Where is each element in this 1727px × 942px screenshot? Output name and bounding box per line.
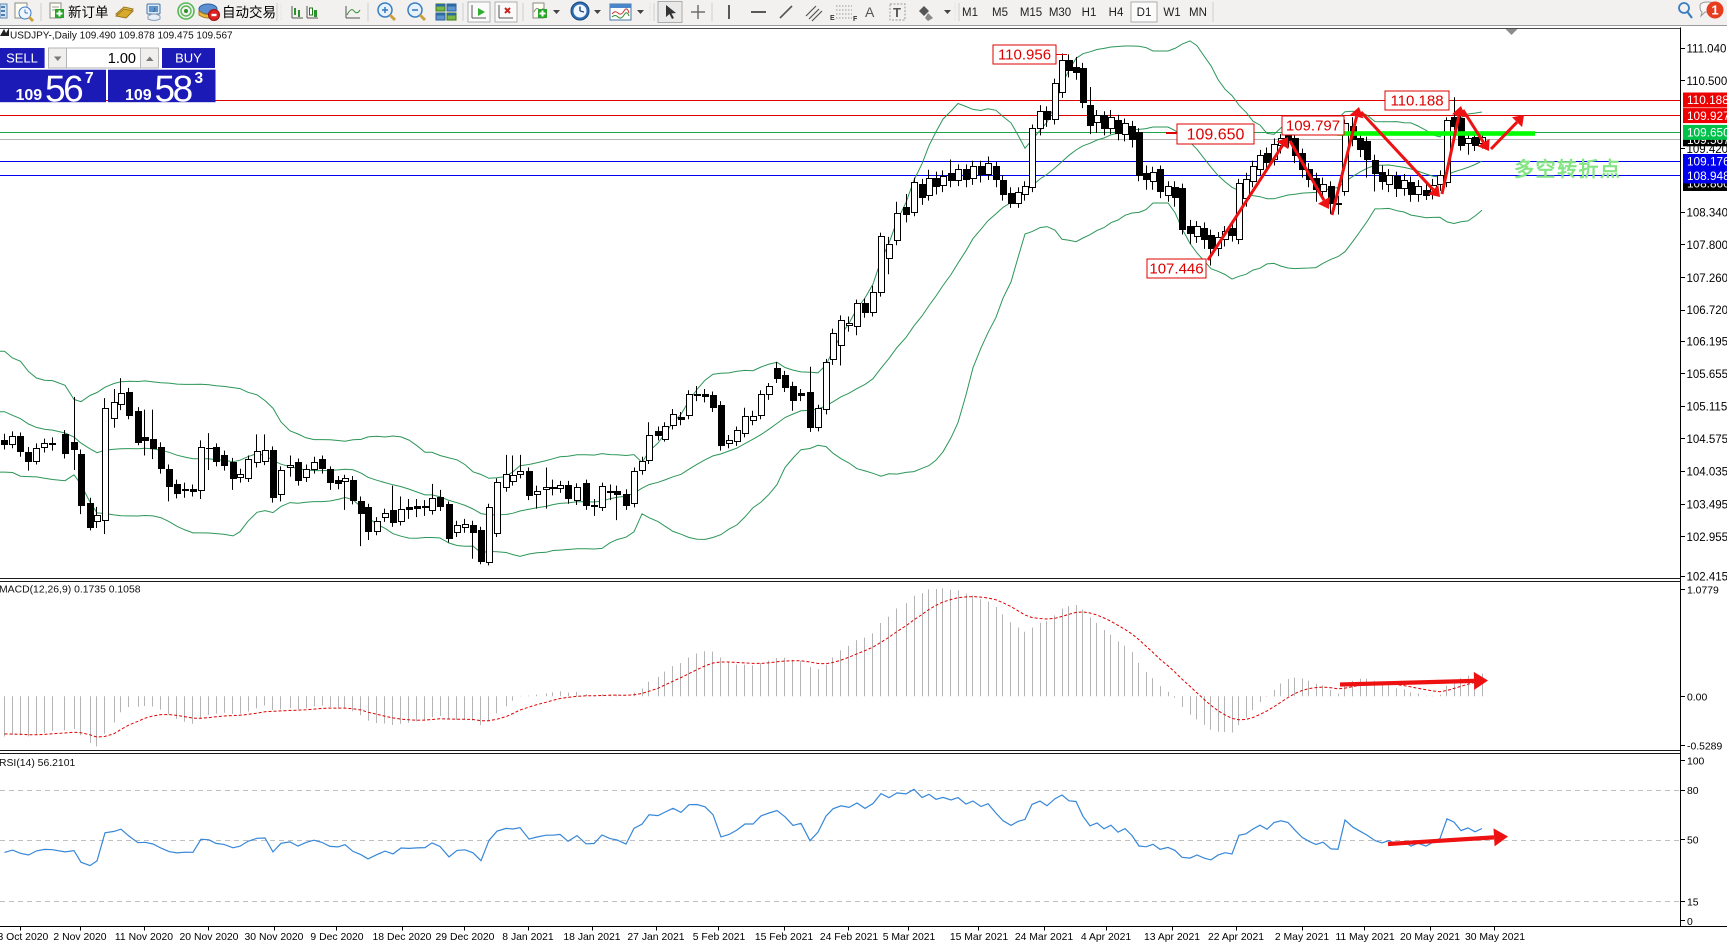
svg-text:13 Apr 2021: 13 Apr 2021 — [1144, 932, 1200, 942]
svg-text:23 Oct 2020: 23 Oct 2020 — [0, 932, 49, 942]
svg-text:0: 0 — [1687, 917, 1693, 928]
svg-text:110.956: 110.956 — [998, 47, 1051, 64]
svg-text:15: 15 — [1687, 898, 1699, 909]
svg-text:H4: H4 — [1109, 7, 1124, 19]
svg-text:SELL: SELL — [6, 51, 38, 66]
svg-text:BUY: BUY — [175, 51, 202, 66]
svg-text:29 Dec 2020: 29 Dec 2020 — [436, 932, 495, 942]
svg-text:100: 100 — [1687, 756, 1705, 767]
svg-text:MN: MN — [1189, 7, 1207, 19]
svg-text:1: 1 — [1711, 3, 1718, 18]
svg-text:1.0779: 1.0779 — [1687, 586, 1719, 597]
svg-text:107.260: 107.260 — [1687, 273, 1727, 285]
svg-text:102.415: 102.415 — [1687, 572, 1727, 584]
svg-text:106.195: 106.195 — [1687, 336, 1727, 348]
svg-text:15 Feb 2021: 15 Feb 2021 — [755, 932, 814, 942]
svg-text:107.446: 107.446 — [1149, 261, 1203, 278]
svg-text:5 Mar 2021: 5 Mar 2021 — [883, 932, 936, 942]
svg-text:30 May 2021: 30 May 2021 — [1465, 932, 1525, 942]
svg-text:USDJPY-,Daily 109.490 109.878: USDJPY-,Daily 109.490 109.878 109.475 10… — [10, 31, 233, 42]
svg-text:20 May 2021: 20 May 2021 — [1400, 932, 1460, 942]
svg-text:MACD(12,26,9) 0.1735 0.1058: MACD(12,26,9) 0.1735 0.1058 — [0, 585, 141, 596]
svg-text:4 Apr 2021: 4 Apr 2021 — [1081, 932, 1131, 942]
svg-text:T: T — [893, 5, 901, 20]
svg-text:♪: ♪ — [152, 5, 156, 14]
svg-text:18 Jan 2021: 18 Jan 2021 — [563, 932, 620, 942]
svg-text:103.495: 103.495 — [1687, 499, 1727, 511]
svg-text:109.420: 109.420 — [1687, 144, 1727, 156]
svg-text:109.797: 109.797 — [1286, 118, 1340, 135]
svg-text:110.188: 110.188 — [1687, 93, 1727, 107]
svg-text:11 May 2021: 11 May 2021 — [1335, 932, 1395, 942]
svg-text:80: 80 — [1687, 786, 1699, 797]
svg-text:109.650: 109.650 — [1687, 126, 1727, 140]
svg-text:24 Feb 2021: 24 Feb 2021 — [820, 932, 879, 942]
svg-text:自动交易: 自动交易 — [222, 4, 276, 20]
svg-text:1.00: 1.00 — [108, 51, 136, 67]
svg-text:107.800: 107.800 — [1687, 240, 1727, 252]
svg-text:H1: H1 — [1082, 7, 1097, 19]
svg-text:104.035: 104.035 — [1687, 467, 1727, 479]
svg-text:111.040: 111.040 — [1687, 44, 1727, 56]
svg-text:A: A — [865, 4, 875, 20]
svg-text:110.188: 110.188 — [1390, 93, 1443, 110]
svg-text:W1: W1 — [1163, 7, 1180, 19]
svg-text:7: 7 — [85, 70, 94, 87]
svg-text:30 Nov 2020: 30 Nov 2020 — [245, 932, 304, 942]
svg-text:102.955: 102.955 — [1687, 532, 1727, 544]
svg-text:2 Nov 2020: 2 Nov 2020 — [53, 932, 106, 942]
svg-text:104.575: 104.575 — [1687, 434, 1727, 446]
svg-text:22 Apr 2021: 22 Apr 2021 — [1208, 932, 1264, 942]
svg-text:109: 109 — [16, 87, 43, 104]
svg-text:15 Mar 2021: 15 Mar 2021 — [950, 932, 1009, 942]
svg-text:0.00: 0.00 — [1687, 692, 1707, 703]
svg-text:5 Feb 2021: 5 Feb 2021 — [693, 932, 746, 942]
svg-text:E: E — [830, 15, 835, 22]
svg-text:2 May 2021: 2 May 2021 — [1275, 932, 1330, 942]
svg-text:110.500: 110.500 — [1687, 76, 1727, 88]
svg-text:27 Jan 2021: 27 Jan 2021 — [627, 932, 684, 942]
svg-text:M5: M5 — [992, 7, 1008, 19]
svg-text:108.948: 108.948 — [1687, 169, 1727, 183]
svg-text:108.340: 108.340 — [1687, 208, 1727, 220]
svg-text:新订单: 新订单 — [68, 5, 109, 20]
svg-text:109: 109 — [125, 87, 152, 104]
svg-text:-0.5289: -0.5289 — [1687, 741, 1722, 752]
svg-text:109.176: 109.176 — [1687, 155, 1727, 169]
svg-text:109.927: 109.927 — [1687, 109, 1727, 123]
svg-text:106.720: 106.720 — [1687, 305, 1727, 317]
svg-text:D1: D1 — [1137, 7, 1152, 19]
svg-text:M15: M15 — [1020, 7, 1042, 19]
svg-text:58: 58 — [155, 68, 192, 106]
svg-text:109.650: 109.650 — [1187, 127, 1245, 144]
svg-text:50: 50 — [1687, 835, 1699, 846]
svg-text:56: 56 — [45, 68, 82, 106]
svg-text:105.115: 105.115 — [1687, 402, 1727, 414]
svg-text:9 Dec 2020: 9 Dec 2020 — [310, 932, 363, 942]
svg-text:18 Dec 2020: 18 Dec 2020 — [373, 932, 432, 942]
svg-text:105.655: 105.655 — [1687, 369, 1727, 381]
svg-text:8 Jan 2021: 8 Jan 2021 — [502, 932, 554, 942]
svg-text:M1: M1 — [962, 7, 978, 19]
svg-text:M30: M30 — [1049, 7, 1071, 19]
svg-text:20 Nov 2020: 20 Nov 2020 — [180, 932, 239, 942]
svg-text:3: 3 — [195, 70, 204, 87]
svg-text:多空转折点: 多空转折点 — [1514, 157, 1622, 181]
svg-text:24 Mar 2021: 24 Mar 2021 — [1015, 932, 1074, 942]
svg-text:RSI(14) 56.2101: RSI(14) 56.2101 — [0, 758, 75, 769]
svg-text:11 Nov 2020: 11 Nov 2020 — [115, 932, 173, 942]
svg-text:F: F — [853, 16, 858, 23]
